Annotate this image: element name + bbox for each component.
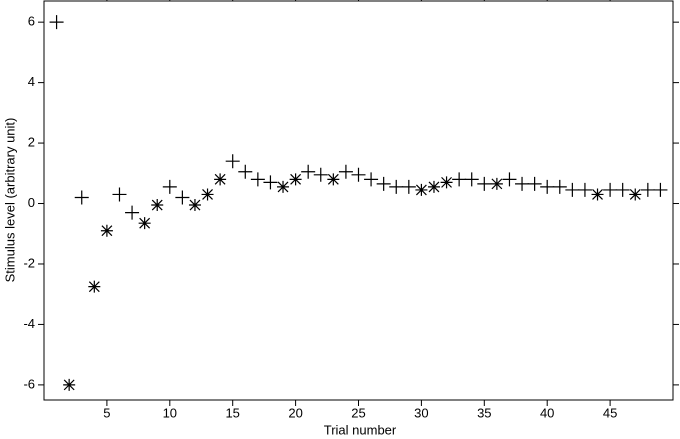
data-point: [440, 176, 453, 189]
data-point: [277, 180, 290, 193]
data-point: [313, 167, 328, 182]
y-tick-label: 6: [28, 14, 35, 29]
data-point: [263, 175, 278, 190]
x-tick-label: 15: [225, 405, 239, 420]
data-point: [502, 172, 517, 187]
data-point: [540, 179, 555, 194]
data-point: [49, 15, 64, 30]
data-point: [591, 188, 604, 201]
data-point: [175, 190, 190, 205]
data-point: [565, 182, 580, 197]
data-point: [577, 182, 592, 197]
x-axis-label: Trial number: [324, 422, 397, 437]
data-point: [477, 176, 492, 191]
data-point: [151, 199, 164, 212]
data-point: [452, 172, 467, 187]
data-point: [401, 179, 416, 194]
x-tick-label: 45: [603, 405, 617, 420]
data-point: [389, 179, 404, 194]
data-point: [238, 164, 253, 179]
data-point: [338, 164, 353, 179]
data-point: [327, 173, 340, 186]
y-axis-label: Stimulus level (arbitrary unit): [2, 118, 17, 283]
data-point: [214, 173, 227, 186]
data-point: [88, 280, 101, 293]
data-point: [615, 182, 630, 197]
x-tick-label: 30: [414, 405, 428, 420]
data-point: [427, 180, 440, 193]
data-point: [188, 199, 201, 212]
data-point: [527, 176, 542, 191]
data-point: [225, 154, 240, 169]
data-point: [74, 190, 89, 205]
data-point: [301, 164, 316, 179]
data-point: [490, 177, 503, 190]
data-point: [415, 183, 428, 196]
y-tick-label: -4: [23, 316, 35, 331]
y-tick-label: 0: [28, 195, 35, 210]
x-tick-label: 10: [163, 405, 177, 420]
x-tick-label: 35: [477, 405, 491, 420]
data-point: [376, 176, 391, 191]
data-point: [63, 378, 76, 391]
data-point: [515, 176, 530, 191]
y-tick-label: 2: [28, 135, 35, 150]
data-point: [653, 182, 668, 197]
data-point: [603, 182, 618, 197]
data-point: [112, 187, 127, 202]
data-point: [138, 217, 151, 230]
data-point: [552, 179, 567, 194]
y-tick-label: -6: [23, 376, 35, 391]
x-tick-label: 5: [103, 405, 110, 420]
x-tick-label: 25: [351, 405, 365, 420]
y-tick-label: 4: [28, 74, 35, 89]
data-point: [162, 179, 177, 194]
y-tick-label: -2: [23, 255, 35, 270]
data-point: [250, 172, 265, 187]
x-tick-label: 20: [288, 405, 302, 420]
data-point: [364, 172, 379, 187]
data-point: [100, 224, 113, 237]
plot-frame: [43, 0, 674, 401]
data-point: [289, 173, 302, 186]
data-point: [629, 188, 642, 201]
data-point: [125, 205, 140, 220]
data-point: [464, 172, 479, 187]
x-tick-label: 40: [540, 405, 554, 420]
data-point: [201, 188, 214, 201]
data-point: [640, 182, 655, 197]
data-point: [351, 167, 366, 182]
